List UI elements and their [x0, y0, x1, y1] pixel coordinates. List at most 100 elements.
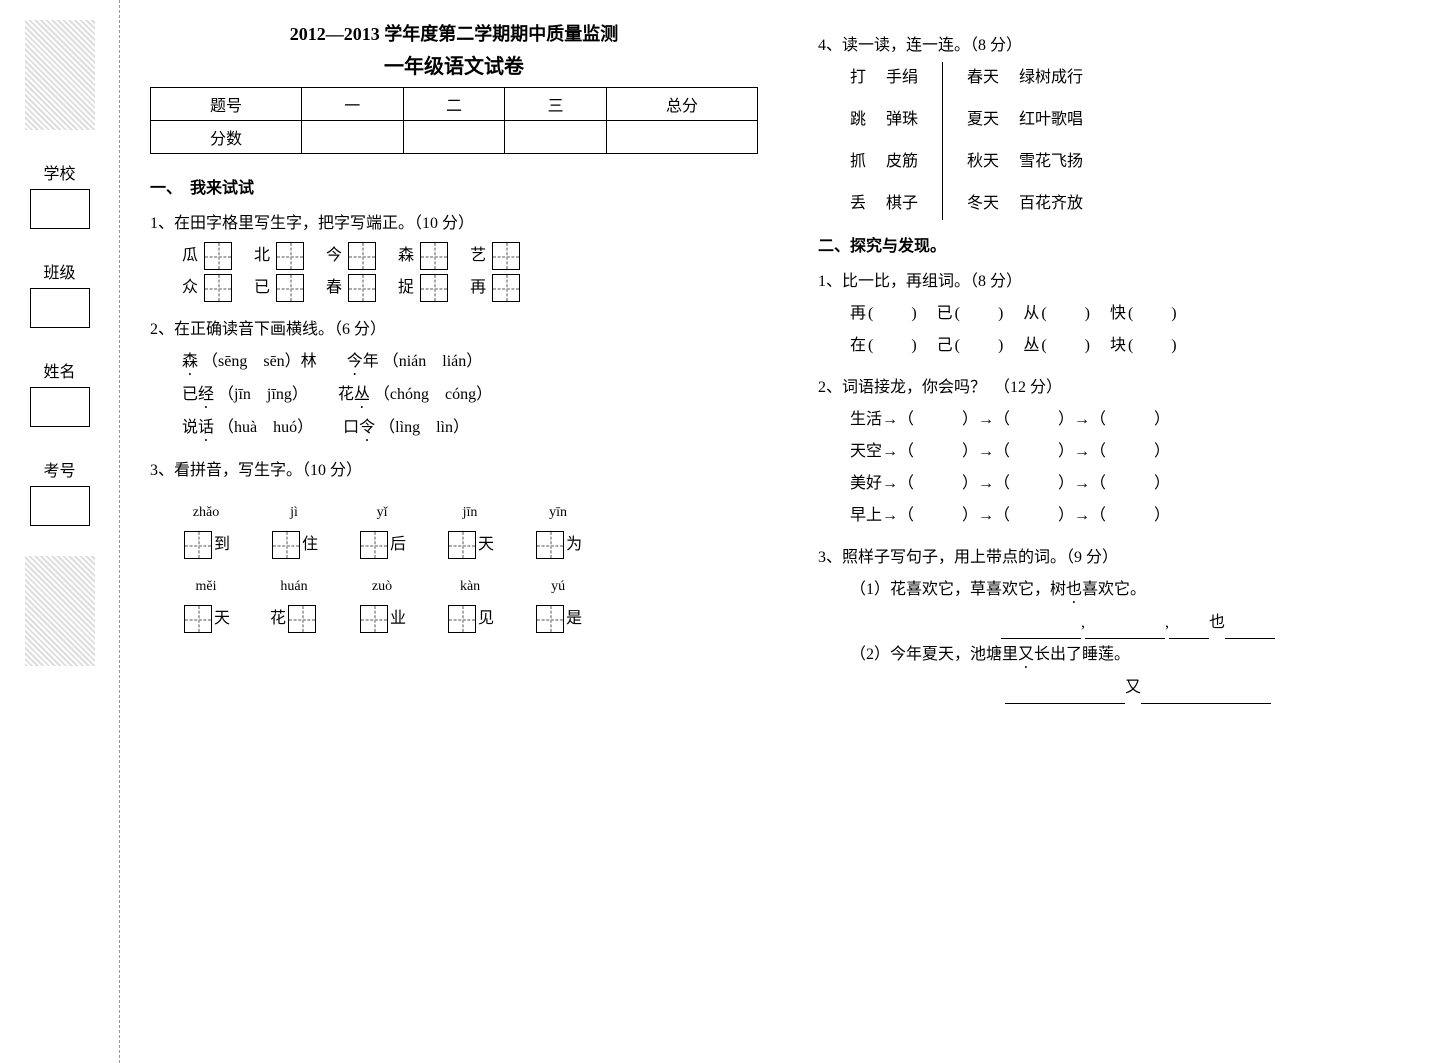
tian-box[interactable]	[276, 274, 304, 302]
page: 2012—2013 学年度第二学期期中质量监测 一年级语文试卷 题号 一 二 三…	[120, 0, 1456, 1063]
tian-pair: 捉	[398, 272, 450, 304]
score-h1: 一	[301, 88, 403, 121]
s2q3-ex2-mid: 又	[1125, 679, 1141, 696]
score-h0: 题号	[151, 88, 302, 121]
match-item: 秋天	[967, 146, 999, 178]
q4-stem: 4、读一读，连一连。（8 分）	[818, 30, 1426, 62]
tian-box[interactable]	[492, 242, 520, 270]
match-item: 百花齐放	[1019, 188, 1083, 220]
match-item: 棋子	[886, 188, 918, 220]
pinyin-item: jì住	[270, 499, 318, 561]
pinyin-item: yīn为	[534, 499, 582, 561]
s2q3-ex1: （1）花喜欢它，草喜欢它，树也喜欢它。	[818, 574, 1426, 607]
tian-box[interactable]	[272, 531, 300, 559]
tian-box[interactable]	[288, 605, 316, 633]
name-box[interactable]	[30, 387, 90, 427]
tian-pair: 春	[326, 272, 378, 304]
tian-box[interactable]	[276, 242, 304, 270]
exam-subtitle: 一年级语文试卷	[150, 50, 758, 79]
tian-box[interactable]	[204, 242, 232, 270]
tian-pair: 艺	[470, 240, 522, 272]
examno-field: 考号	[30, 457, 90, 526]
compare-row: 在( ) 己( ) 丛( ) 块( )	[850, 330, 1426, 362]
score-h4: 总分	[607, 88, 758, 121]
tian-box[interactable]	[448, 531, 476, 559]
s2q3-ex2-dot: 又	[1018, 646, 1034, 663]
blank[interactable]	[1225, 620, 1275, 639]
s2q3-ex2-a: （2）今年夏天，池塘里	[850, 646, 1018, 663]
q2-body: 森 （sēng sēn）林今年 （nián lián）已经 （jīn jīng）…	[150, 346, 758, 445]
score-c4[interactable]	[607, 121, 758, 154]
tian-pair: 森	[398, 240, 450, 272]
sidebar: 学校 班级 姓名 考号	[0, 0, 120, 1063]
s2q1-body: 再( ) 已( ) 从( ) 快( )在( ) 己( ) 丛( ) 块( )	[818, 298, 1426, 362]
s2q1: 1、比一比，再组词。（8 分） 再( ) 已( ) 从( ) 快( )在( ) …	[818, 266, 1426, 362]
s2q2-body: 生活→（ ）→（ ）→（ ）天空→（ ）→（ ）→（ ）美好→（ ）→（ ）→（…	[818, 404, 1426, 532]
q4: 4、读一读，连一连。（8 分） 打跳抓丢 手绢弹珠皮筋棋子 春天夏天秋天冬天 绿…	[818, 30, 1426, 220]
tian-box[interactable]	[360, 605, 388, 633]
match-item: 夏天	[967, 104, 999, 136]
q3-stem: 3、看拼音，写生字。（10 分）	[150, 455, 758, 487]
score-c2[interactable]	[403, 121, 505, 154]
blank[interactable]	[1005, 685, 1125, 704]
match-item: 弹珠	[886, 104, 918, 136]
pinyin-item: zuò业	[358, 573, 406, 635]
tian-box[interactable]	[536, 531, 564, 559]
tian-box[interactable]	[348, 242, 376, 270]
score-c3[interactable]	[505, 121, 607, 154]
exam-title: 2012—2013 学年度第二学期期中质量监测	[150, 20, 758, 46]
tian-box[interactable]	[492, 274, 520, 302]
class-box[interactable]	[30, 288, 90, 328]
tian-box[interactable]	[204, 274, 232, 302]
s2q2-stem: 2、词语接龙，你会吗？ （12 分）	[818, 372, 1426, 404]
school-box[interactable]	[30, 189, 90, 229]
match-item: 绿树成行	[1019, 62, 1083, 94]
match-item: 手绢	[886, 62, 918, 94]
score-h2: 二	[403, 88, 505, 121]
s2q3-ex1-blank: ,,也	[818, 607, 1426, 639]
s2q3-ex2: （2）今年夏天，池塘里又长出了睡莲。	[818, 639, 1426, 672]
tian-pair: 众	[182, 272, 234, 304]
match-item: 抓	[850, 146, 866, 178]
tian-box[interactable]	[420, 274, 448, 302]
blank[interactable]	[1141, 685, 1271, 704]
blank[interactable]	[1085, 620, 1165, 639]
examno-box[interactable]	[30, 486, 90, 526]
shade-top	[25, 20, 95, 130]
blank[interactable]	[1001, 620, 1081, 639]
tian-pair: 瓜	[182, 240, 234, 272]
pinyin-item: měi天	[182, 573, 230, 635]
score-c1[interactable]	[301, 121, 403, 154]
match-item: 打	[850, 62, 866, 94]
tian-box[interactable]	[536, 605, 564, 633]
q1-row2: 众 已 春 捉 再	[150, 272, 758, 304]
tian-box[interactable]	[360, 531, 388, 559]
s2q3: 3、照样子写句子，用上带点的词。（9 分） （1）花喜欢它，草喜欢它，树也喜欢它…	[818, 542, 1426, 704]
right-column: 4、读一读，连一连。（8 分） 打跳抓丢 手绢弹珠皮筋棋子 春天夏天秋天冬天 绿…	[788, 0, 1456, 1063]
sec2-head: 二、探究与发现。	[818, 232, 1426, 256]
tian-box[interactable]	[184, 531, 212, 559]
name-field: 姓名	[30, 358, 90, 427]
pinyin-item: kàn见	[446, 573, 494, 635]
s2q3-ex2-b: 长出了睡莲。	[1034, 646, 1130, 663]
school-label: 学校	[30, 160, 90, 184]
q4-match: 打跳抓丢 手绢弹珠皮筋棋子 春天夏天秋天冬天 绿树成行红叶歌唱雪花飞扬百花齐放	[818, 62, 1426, 220]
score-h3: 三	[505, 88, 607, 121]
tian-box[interactable]	[348, 274, 376, 302]
examno-label: 考号	[30, 457, 90, 481]
tian-pair: 今	[326, 240, 378, 272]
match-item: 红叶歌唱	[1019, 104, 1083, 136]
q3-row1: zhǎo到jì住yǐ后jīn天yīn为	[150, 499, 758, 561]
s2q3-ex1-a: （1）花喜欢它，草喜欢它，树	[850, 581, 1066, 598]
tian-box[interactable]	[420, 242, 448, 270]
phonetic-item: 已经 （jīn jīng）	[182, 379, 308, 412]
chain-row: 美好→（ ）→（ ）→（ ）	[850, 468, 1426, 500]
class-label: 班级	[30, 259, 90, 283]
tian-box[interactable]	[448, 605, 476, 633]
pinyin-item: yǐ后	[358, 499, 406, 561]
s2q3-ex1-mid: 也	[1209, 614, 1225, 631]
tian-pair: 已	[254, 272, 306, 304]
tian-box[interactable]	[184, 605, 212, 633]
class-field: 班级	[30, 259, 90, 328]
blank[interactable]	[1169, 620, 1209, 639]
